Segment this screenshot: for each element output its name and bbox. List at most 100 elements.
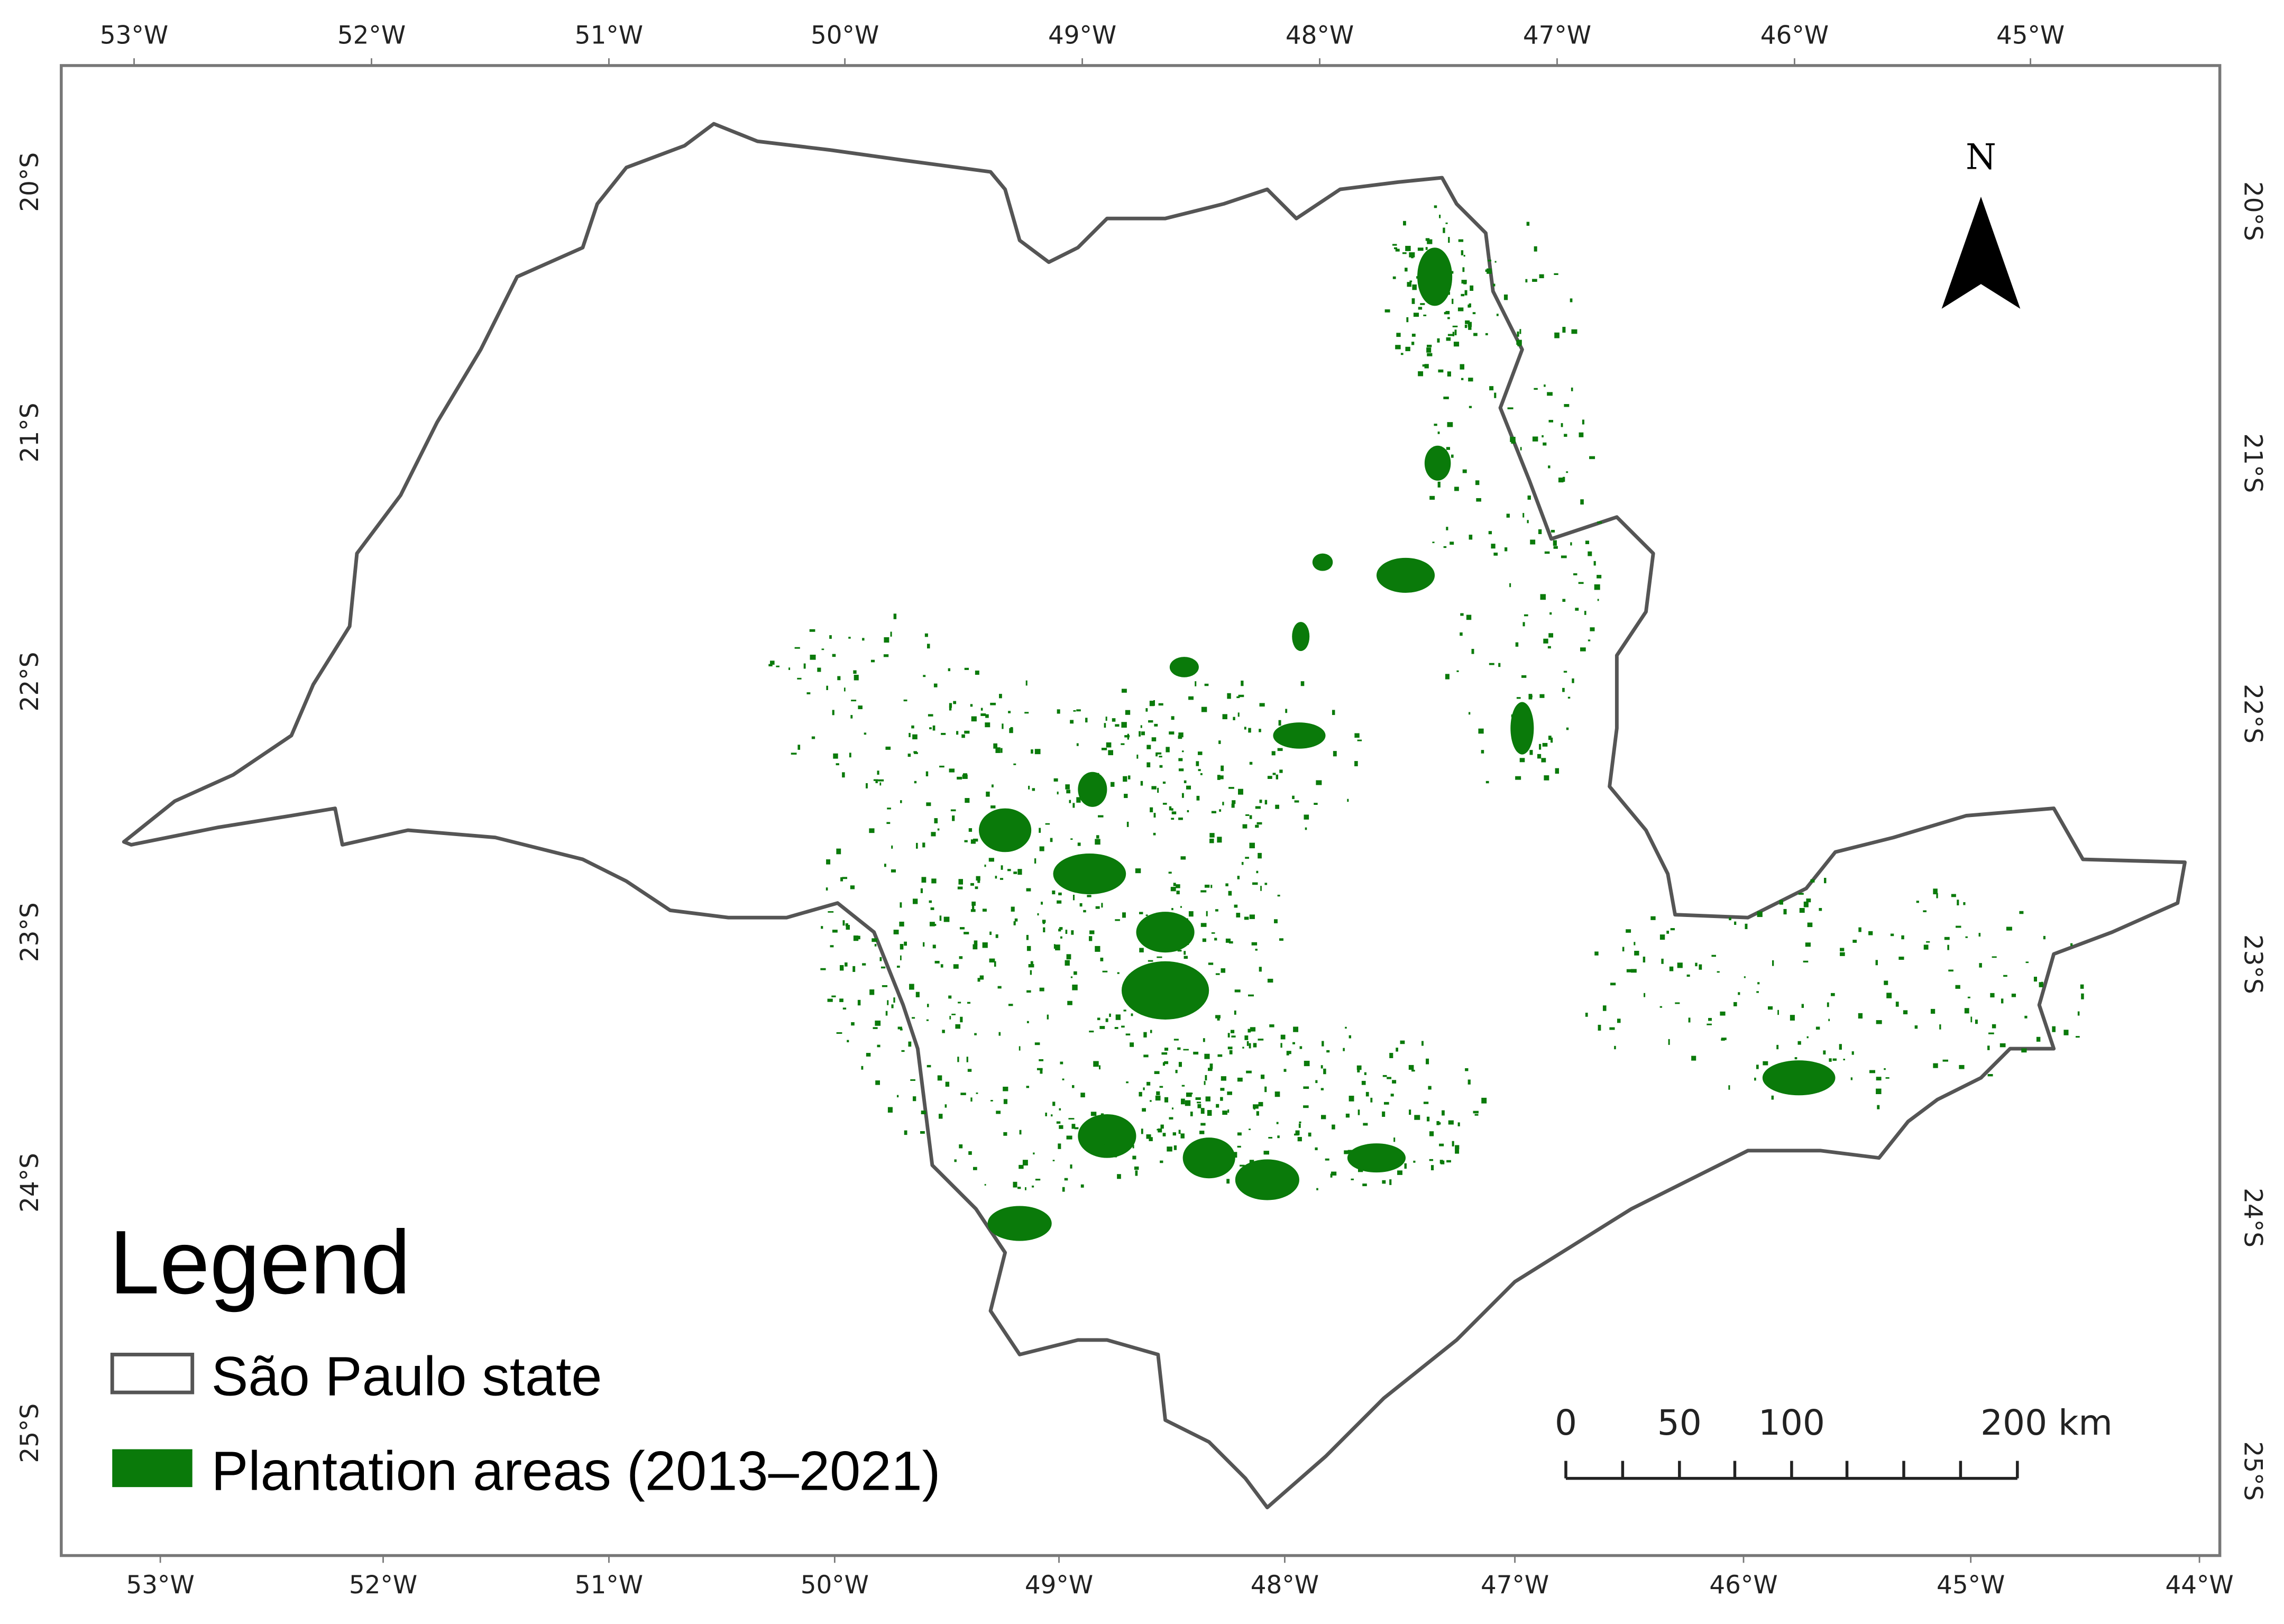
- plantation-patch: [1136, 912, 1195, 953]
- plantation-speck: [1507, 407, 1514, 409]
- plantation-speck: [1566, 727, 1569, 730]
- plantation-patch: [1347, 1143, 1406, 1173]
- plantation-speck: [1055, 944, 1060, 951]
- plantation-speck: [1344, 1150, 1349, 1154]
- plantation-speck: [970, 883, 974, 886]
- plantation-speck: [965, 798, 970, 803]
- plantation-speck: [1011, 906, 1015, 912]
- plantation-speck: [886, 822, 891, 824]
- plantation-speck: [1039, 846, 1044, 851]
- plantation-speck: [1095, 946, 1100, 952]
- plantation-speck: [1057, 709, 1060, 714]
- plantation-speck: [1347, 799, 1349, 802]
- plantation-speck: [1810, 879, 1815, 883]
- plantation-speck: [1098, 815, 1104, 818]
- plantation-speck: [1407, 282, 1412, 287]
- plantation-speck: [1256, 1111, 1259, 1116]
- plantation-speck: [1172, 1132, 1176, 1136]
- plantation-speck: [1117, 972, 1120, 974]
- plantation-speck: [1166, 747, 1170, 753]
- plantation-speck: [1228, 941, 1233, 944]
- plantation-speck: [1443, 396, 1449, 399]
- plantation-speck: [1126, 821, 1129, 827]
- plantation-speck: [1797, 1041, 1801, 1045]
- plantation-speck: [846, 924, 850, 930]
- plantation-speck: [848, 637, 851, 639]
- plantation-speck: [1420, 303, 1425, 305]
- plantation-speck: [1256, 822, 1262, 825]
- plantation-speck: [1178, 1130, 1181, 1134]
- plantation-speck: [1197, 1104, 1201, 1108]
- plantation-speck: [1097, 783, 1099, 790]
- right-label: 22°S: [2238, 684, 2267, 744]
- plantation-speck: [1990, 993, 1995, 998]
- plantation-speck: [883, 654, 889, 657]
- plantation-speck: [1080, 1184, 1084, 1188]
- plantation-speck: [953, 964, 959, 969]
- plantation-speck: [1446, 337, 1451, 341]
- plantation-speck: [1186, 785, 1191, 790]
- plantation-patch: [987, 1206, 1052, 1241]
- plantation-speck: [826, 859, 831, 865]
- plantation-speck: [1205, 1075, 1207, 1081]
- plantation-speck: [1395, 345, 1401, 350]
- plantation-speck: [914, 781, 917, 784]
- plantation-speck: [1308, 1132, 1311, 1137]
- left-label: 20°S: [16, 152, 44, 212]
- plantation-speck: [1178, 732, 1184, 738]
- plantation-speck: [1026, 1086, 1030, 1088]
- plantation-speck: [1447, 334, 1453, 336]
- plantation-speck: [1047, 1014, 1049, 1020]
- plantation-speck: [1468, 325, 1472, 330]
- plantation-speck: [875, 780, 878, 783]
- plantation-speck: [2036, 1036, 2041, 1042]
- plantation-speck: [1283, 1069, 1287, 1072]
- plantation-speck: [1597, 575, 1602, 579]
- plantation-speck: [806, 692, 811, 694]
- plantation-patch: [1312, 553, 1333, 571]
- plantation-speck: [1154, 723, 1158, 727]
- plantation-speck: [1158, 703, 1163, 706]
- plantation-speck: [1256, 870, 1259, 874]
- plantation-speck: [880, 966, 886, 969]
- plantation-speck: [1123, 1010, 1126, 1012]
- plantation-speck: [1772, 960, 1774, 966]
- plantation-speck: [937, 828, 940, 831]
- plantation-speck: [1429, 496, 1435, 500]
- plantation-speck: [794, 647, 800, 649]
- plantation-speck: [1895, 1002, 1899, 1007]
- plantation-speck: [1828, 1019, 1830, 1022]
- plantation-speck: [1525, 279, 1528, 283]
- plantation-speck: [1244, 727, 1246, 730]
- plantation-speck: [1056, 1121, 1061, 1124]
- plantation-speck: [1171, 811, 1177, 814]
- plantation-speck: [1122, 1127, 1124, 1131]
- plantation-speck: [1013, 1181, 1017, 1188]
- plantation-speck: [1447, 371, 1451, 377]
- left-label: 21°S: [16, 403, 44, 463]
- plantation-speck: [1033, 1152, 1035, 1155]
- plantation-speck: [1957, 900, 1959, 906]
- plantation-speck: [1158, 1003, 1163, 1008]
- plantation-speck: [811, 736, 815, 739]
- plantation-speck: [1150, 807, 1153, 813]
- plantation-speck: [1798, 893, 1804, 895]
- plantation-speck: [1218, 740, 1221, 744]
- plantation-speck: [939, 915, 942, 921]
- plantation-speck: [1130, 1042, 1134, 1047]
- plantation-speck: [957, 776, 962, 780]
- plantation-speck: [897, 1026, 902, 1030]
- plantation-speck: [1728, 1085, 1730, 1090]
- plantation-speck: [1195, 681, 1197, 686]
- plantation-speck: [1148, 720, 1153, 723]
- plantation-speck: [1304, 1060, 1310, 1067]
- plantation-speck: [1439, 1160, 1443, 1164]
- bottom-label: 45°W: [1937, 1571, 2005, 1600]
- plantation-speck: [1259, 703, 1265, 707]
- plantation-speck: [1548, 465, 1551, 469]
- plantation-speck: [1563, 671, 1567, 673]
- plantation-speck: [1397, 1170, 1402, 1175]
- plantation-speck: [1109, 1013, 1111, 1017]
- plantation-speck: [1125, 710, 1131, 715]
- plantation-speck: [1948, 969, 1953, 972]
